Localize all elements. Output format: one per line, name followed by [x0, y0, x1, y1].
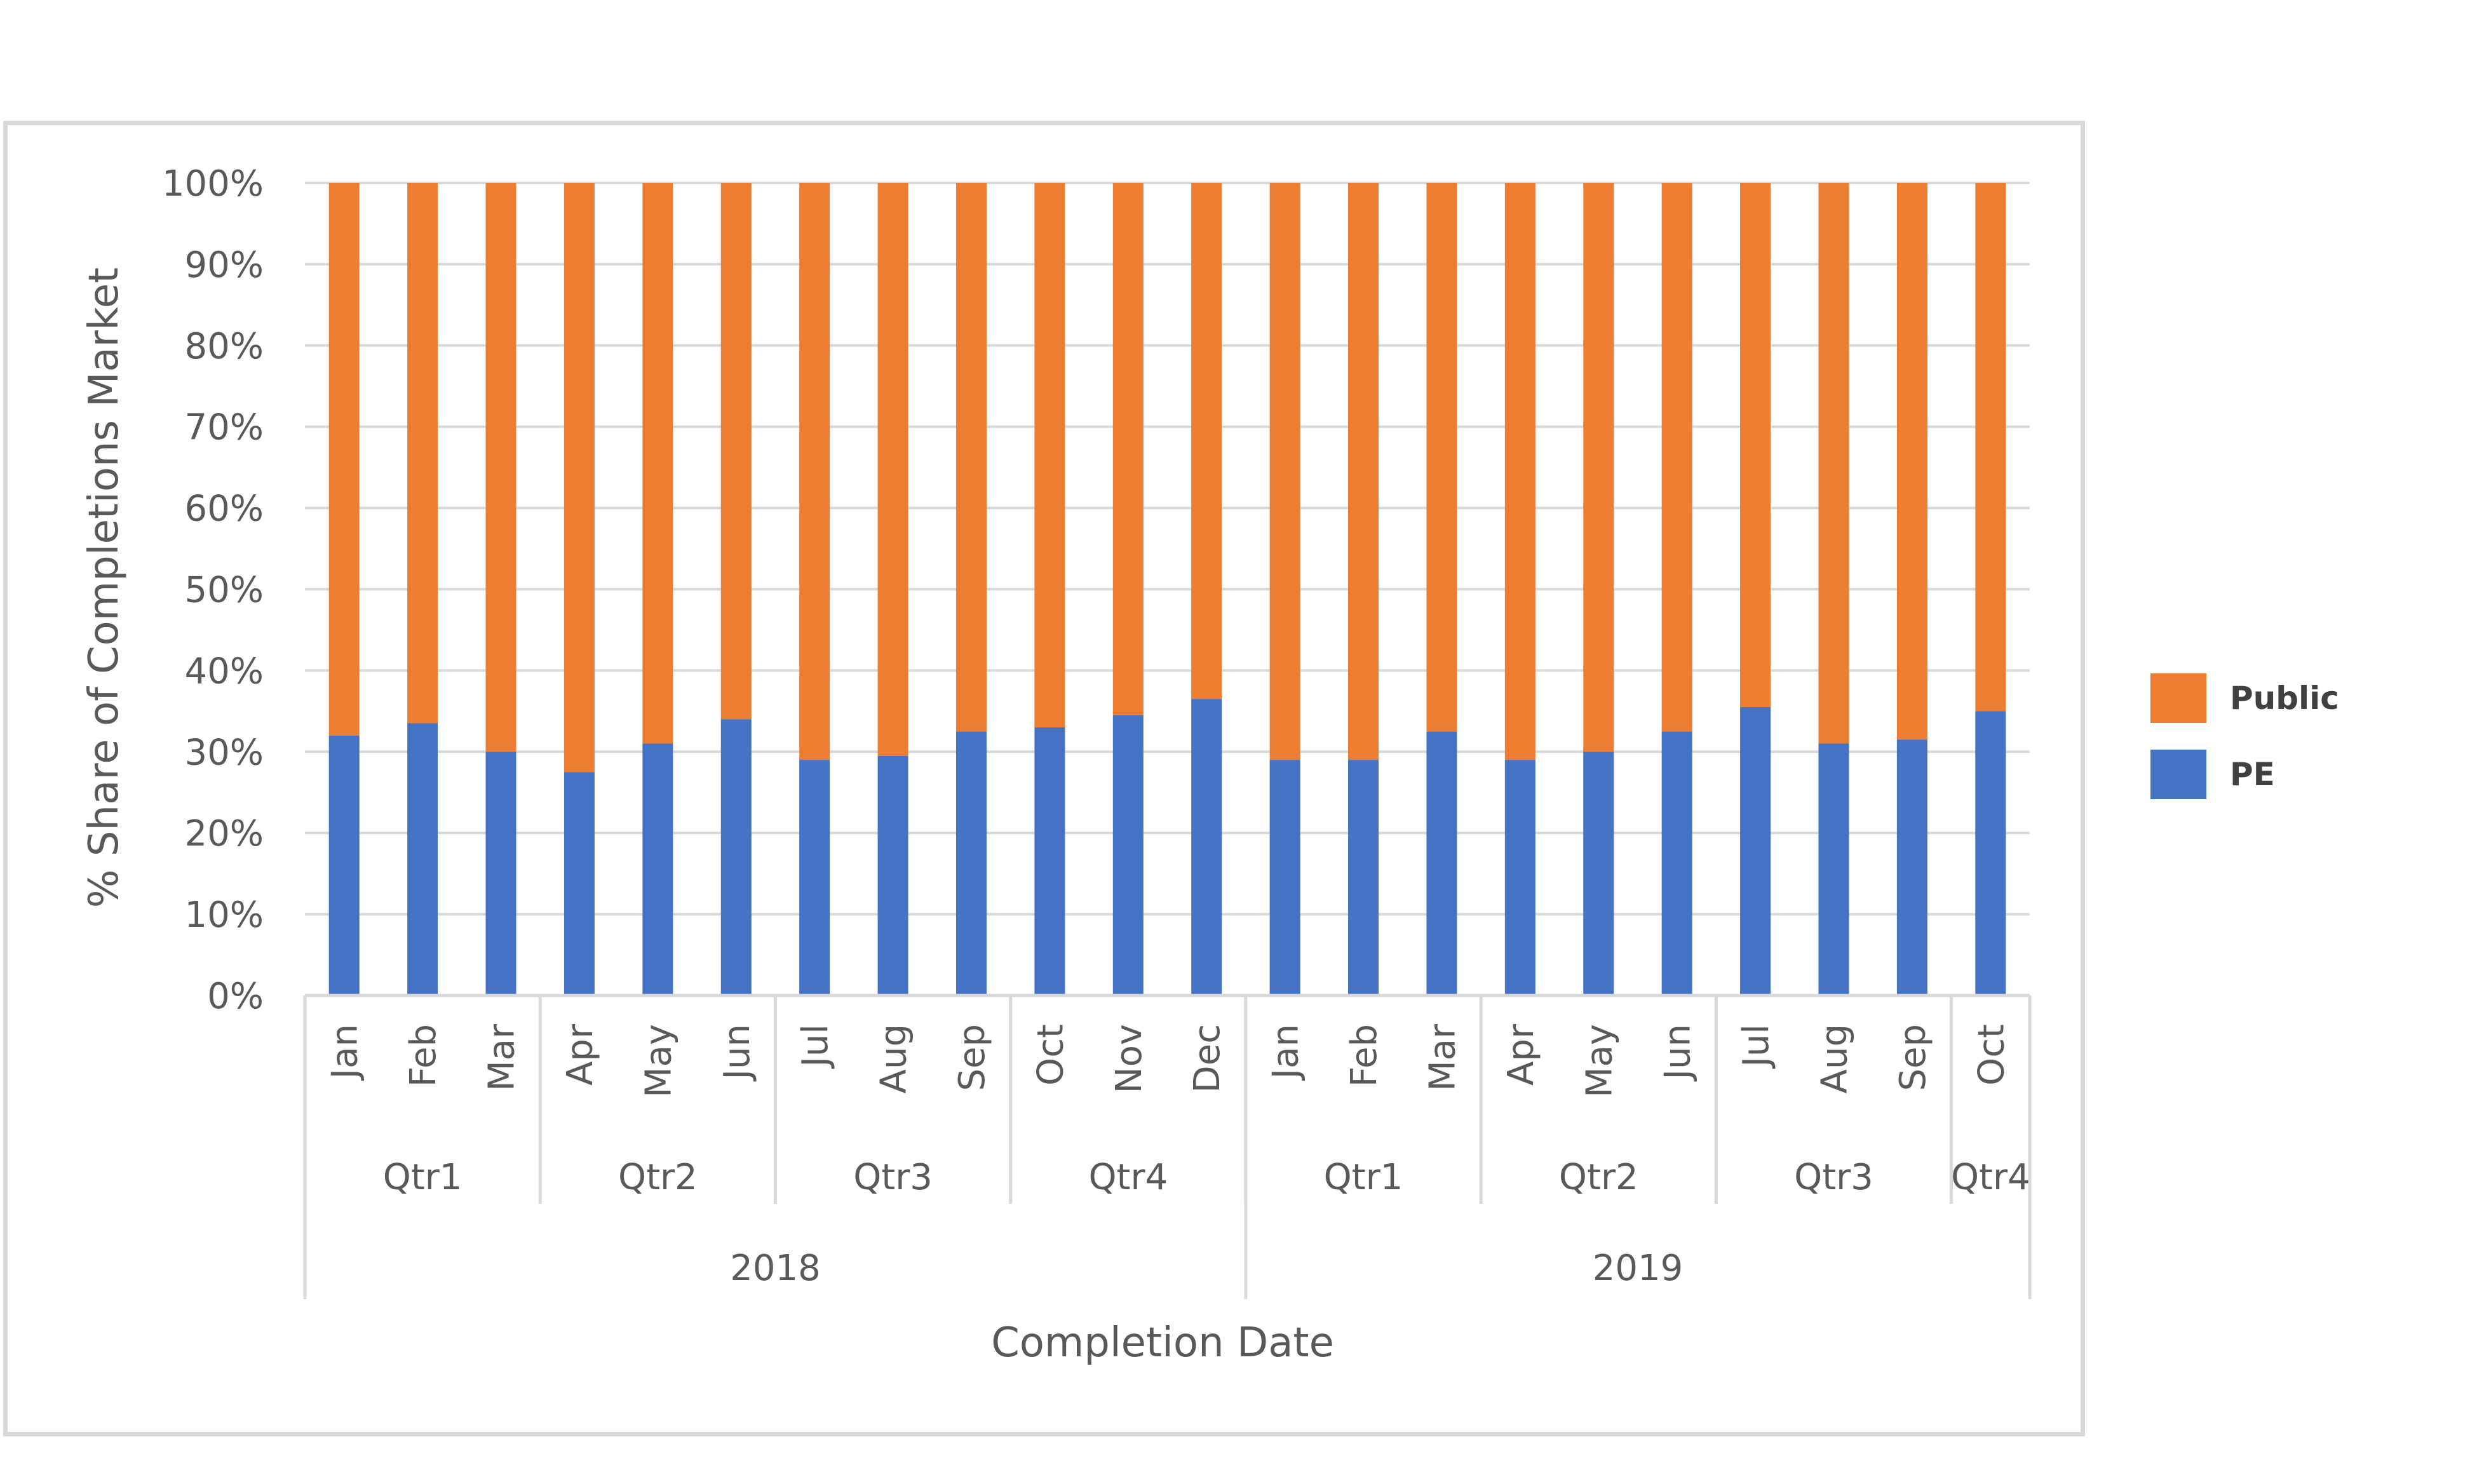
x-month-label: Jan — [325, 1024, 366, 1081]
bar-public — [720, 183, 752, 720]
bar-pe — [328, 735, 360, 995]
quarter-label: Qtr4 — [1088, 1157, 1168, 1198]
bar-public — [1348, 183, 1379, 760]
gridlines — [305, 182, 2030, 916]
y-axis-title: % Share of Completions Market — [81, 267, 128, 908]
bar-pe — [1112, 715, 1144, 995]
x-month-label: Sep — [952, 1024, 993, 1091]
x-month-label: Aug — [1814, 1024, 1855, 1093]
x-month-label: Mar — [1422, 1023, 1463, 1091]
bar-public — [1661, 183, 1692, 732]
bar-pe — [799, 760, 830, 995]
bars — [328, 183, 2006, 995]
bar-public — [1818, 183, 1849, 744]
y-tick-label: 10% — [185, 894, 264, 936]
bar-pe — [955, 731, 987, 995]
y-tick-label: 100% — [162, 163, 264, 205]
legend-swatch — [2150, 673, 2206, 723]
bar-public — [1269, 183, 1300, 760]
bar-pe — [485, 752, 516, 995]
x-month-label: Oct — [1030, 1024, 1071, 1086]
x-axis-title: Completion Date — [991, 1319, 1334, 1366]
legend-label-pe: PE — [2230, 756, 2275, 793]
legend-swatch — [2150, 750, 2206, 799]
bar-public — [799, 183, 830, 760]
quarter-label: Qtr1 — [1324, 1157, 1403, 1198]
x-month-label: Apr — [1501, 1023, 1542, 1086]
bar-pe — [1818, 743, 1849, 995]
x-month-label: Nov — [1109, 1024, 1150, 1093]
bar-pe — [1348, 760, 1379, 995]
y-tick-label: 90% — [185, 245, 264, 286]
quarter-label: Qtr4 — [1951, 1157, 2030, 1198]
quarter-label: Qtr1 — [383, 1157, 462, 1198]
bar-pe — [1034, 727, 1065, 995]
bar-public — [1975, 183, 2006, 712]
quarter-label: Qtr2 — [618, 1157, 698, 1198]
x-month-label: Oct — [1971, 1024, 2012, 1086]
x-month-label: Apr — [560, 1023, 601, 1086]
bar-pe — [1740, 706, 1771, 995]
y-tick-label: 50% — [185, 570, 264, 611]
bar-pe — [1269, 760, 1300, 995]
bar-pe — [720, 719, 752, 995]
x-month-label: Aug — [874, 1024, 915, 1093]
bar-public — [1426, 183, 1457, 732]
bar-public — [407, 183, 438, 724]
year-label: 2018 — [730, 1248, 821, 1289]
bar-public — [1896, 183, 1927, 740]
bar-public — [1034, 183, 1065, 727]
bar-pe — [1426, 731, 1457, 995]
x-month-label: Feb — [403, 1024, 444, 1087]
x-month-label: Jun — [1657, 1024, 1699, 1082]
legend-label-public: Public — [2230, 680, 2339, 717]
bar-pe — [1583, 752, 1614, 995]
x-month-label: Mar — [482, 1023, 523, 1091]
y-tick-label: 40% — [185, 651, 264, 692]
x-month-label: Jul — [795, 1024, 836, 1069]
legend: Public PE — [2150, 673, 2339, 799]
x-month-label: Jun — [717, 1024, 758, 1082]
x-month-label: Jan — [1265, 1024, 1307, 1081]
year-label: 2019 — [1593, 1248, 1684, 1289]
bar-public — [877, 183, 908, 756]
quarter-label: Qtr3 — [853, 1157, 933, 1198]
bar-pe — [642, 743, 673, 995]
y-tick-label: 30% — [185, 732, 264, 773]
x-month-label: Sep — [1893, 1024, 1934, 1091]
bar-pe — [1191, 699, 1222, 995]
y-tick-label: 0% — [207, 976, 264, 1017]
bar-public — [1191, 183, 1222, 699]
bar-pe — [1896, 739, 1927, 995]
quarter-label: Qtr2 — [1559, 1157, 1638, 1198]
bar-public — [328, 183, 360, 736]
bar-public — [642, 183, 673, 744]
bar-public — [955, 183, 987, 732]
y-tick-label: 60% — [185, 489, 264, 530]
bar-public — [1583, 183, 1614, 752]
y-tick-label: 80% — [185, 326, 264, 367]
y-tick-label: 70% — [185, 407, 264, 449]
bar-pe — [1975, 711, 2006, 995]
bar-public — [564, 183, 595, 772]
x-month-label: Jul — [1736, 1024, 1777, 1069]
y-tick-label: 20% — [185, 813, 264, 854]
x-month-label: Feb — [1344, 1024, 1385, 1087]
bar-public — [485, 183, 516, 752]
bar-pe — [407, 723, 438, 995]
x-month-label: Dec — [1187, 1024, 1228, 1093]
quarter-label: Qtr3 — [1794, 1157, 1873, 1198]
axes: 0% 10% 20% 30% 40% 50% 60% 70% 80% 90% 100% Jan Feb M… — [81, 163, 2032, 1366]
bar-pe — [1661, 731, 1692, 995]
x-month-label: May — [1579, 1024, 1620, 1098]
bar-public — [1112, 183, 1144, 715]
bar-pe — [564, 772, 595, 995]
x-month-label: May — [638, 1024, 679, 1098]
bar-public — [1740, 183, 1771, 707]
bar-pe — [877, 755, 908, 995]
bar-pe — [1504, 760, 1535, 995]
bar-public — [1504, 183, 1535, 760]
